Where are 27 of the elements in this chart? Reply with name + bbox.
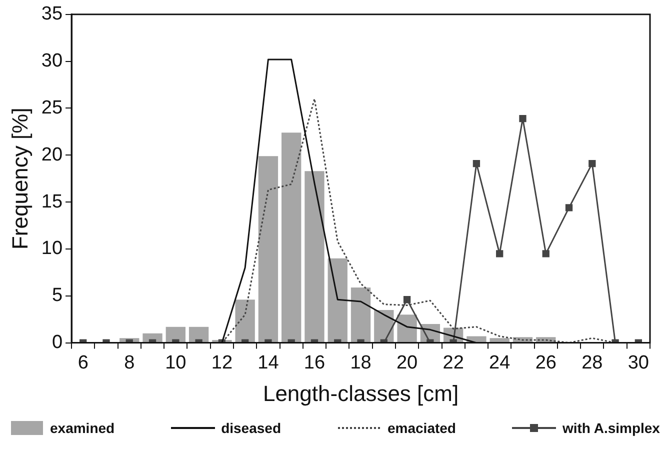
x-tick-label: 10 [165,352,186,374]
y-tick-label: 25 [41,97,63,118]
y-tick-label: 30 [41,50,63,72]
x-tick-label: 30 [628,352,649,374]
y-axis-title: Frequency [%] [7,108,32,250]
x-tick-label: 28 [582,352,603,374]
legend-label: diseased [221,420,282,436]
x-tick-label: 24 [489,352,511,374]
x-tick-label: 22 [442,352,464,374]
y-tick-label: 20 [41,144,63,166]
legend-label: with A.simplex [562,420,660,436]
x-tick-label: 16 [304,352,326,374]
y-tick-label: 0 [52,332,63,354]
y-tick-label: 10 [41,238,63,260]
x-tick-label: 14 [258,352,280,374]
legend-label: emaciated [388,420,456,436]
y-tick-label: 15 [41,191,63,212]
x-tick-label: 26 [535,352,556,374]
x-axis-title: Length-classes [cm] [262,380,459,406]
y-tick-label: 5 [52,285,63,306]
x-tick-label: 6 [78,352,88,374]
legend-label: examined [50,420,115,436]
x-tick-label: 20 [396,352,418,374]
x-tick-label: 8 [124,352,135,374]
x-tick-label: 12 [211,352,233,374]
y-tick-label: 35 [41,4,63,25]
x-tick-label: 18 [350,352,372,374]
